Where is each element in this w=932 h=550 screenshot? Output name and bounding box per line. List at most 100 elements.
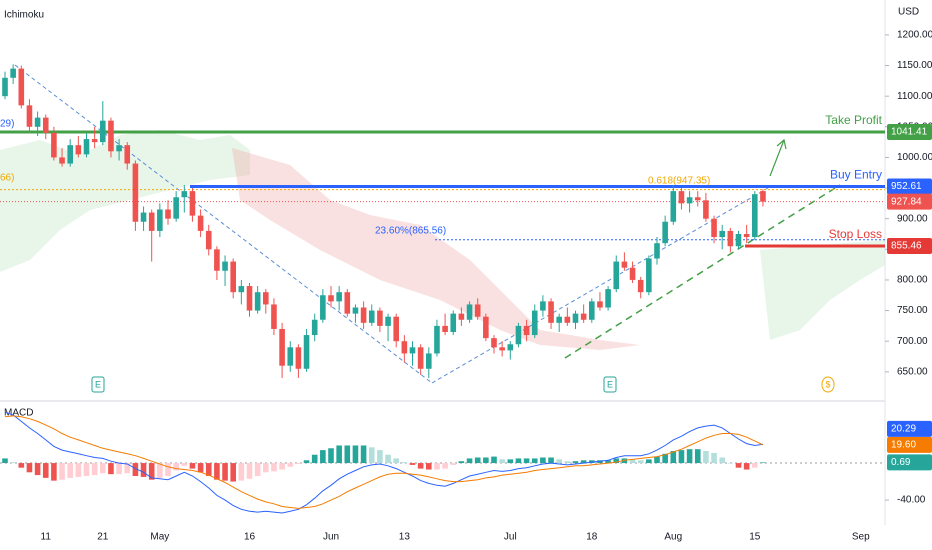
- candle-body: [83, 139, 90, 155]
- level-name: Stop Loss: [829, 227, 882, 241]
- macd-tag: 20.29: [891, 424, 916, 435]
- histogram-bar: [140, 463, 147, 477]
- histogram-bar: [132, 463, 139, 477]
- histogram-bar: [417, 463, 424, 469]
- histogram-bar: [491, 456, 497, 464]
- histogram-bar: [605, 460, 611, 464]
- candle-body: [311, 319, 318, 336]
- histogram-bar: [42, 463, 49, 478]
- x-tick-label: 11: [41, 532, 52, 543]
- signal-tag-bg: [887, 436, 932, 453]
- candle-body: [678, 191, 685, 204]
- histogram-bar: [442, 463, 448, 469]
- histogram-bar: [320, 450, 326, 464]
- level-tag: 952.61: [891, 181, 922, 192]
- candle-body: [238, 286, 245, 293]
- histogram-bar: [646, 459, 652, 464]
- level-tag: 1041.41: [891, 127, 928, 138]
- candle-body: [75, 145, 82, 155]
- histogram-bar: [686, 449, 693, 464]
- candle-body: [320, 295, 326, 320]
- histogram-bar: [116, 463, 122, 475]
- annotation: 66): [0, 173, 14, 184]
- candle-body: [686, 197, 693, 204]
- y-tick-label: 750.00: [897, 305, 928, 316]
- level-name: Buy Entry: [830, 168, 882, 182]
- candle-body: [26, 105, 33, 127]
- histogram-bar: [507, 459, 514, 464]
- level-tag-bg: [887, 124, 932, 141]
- annotation: 29): [0, 119, 14, 130]
- y-tick-label: 900.00: [897, 213, 928, 224]
- candle-body: [589, 301, 595, 320]
- histogram-bar: [238, 463, 245, 481]
- histogram-bar: [173, 463, 179, 471]
- candle-body: [303, 335, 310, 369]
- candle-body: [564, 316, 571, 323]
- candle-body: [2, 77, 8, 97]
- histogram-bar: [483, 457, 489, 464]
- candle-body: [711, 218, 717, 238]
- candle-body: [540, 301, 546, 311]
- histogram-bar: [377, 450, 383, 464]
- candle-body: [336, 292, 342, 302]
- price-tag-bg: [887, 193, 932, 210]
- histogram-bar: [458, 461, 465, 464]
- level-tag-bg: [887, 237, 932, 254]
- cloud-red: [232, 148, 640, 350]
- candle-body: [214, 249, 220, 271]
- candle-body: [629, 267, 636, 280]
- indicator-title: MACD: [4, 408, 33, 419]
- x-tick-label: 16: [244, 532, 256, 543]
- macd-line: [4, 411, 764, 514]
- histogram-bar: [654, 456, 660, 464]
- histogram-bar: [466, 458, 473, 464]
- candle-body: [694, 197, 701, 201]
- candle-body: [271, 304, 277, 329]
- candle-body: [165, 209, 171, 219]
- histogram-tag-bg: [887, 454, 932, 471]
- histogram-bar: [246, 463, 253, 479]
- candle-body: [222, 261, 228, 271]
- candle-body: [34, 117, 41, 127]
- macd-tag-bg: [887, 420, 932, 437]
- histogram-bar: [83, 463, 90, 477]
- histogram-bar: [743, 463, 750, 470]
- histogram-bar: [34, 463, 41, 476]
- x-tick-label: 13: [399, 532, 411, 543]
- candle-body: [42, 117, 49, 133]
- y-tick-label: 800.00: [897, 275, 928, 286]
- level-name: Take Profit: [825, 113, 882, 127]
- histogram-bar: [205, 463, 212, 477]
- histogram-bar: [450, 463, 457, 465]
- candle-body: [100, 120, 106, 143]
- signal-line: [4, 415, 764, 509]
- histogram-bar: [18, 463, 25, 468]
- candle-body: [287, 347, 294, 366]
- event-icon: [821, 376, 835, 393]
- candle-body: [401, 341, 408, 354]
- price-tag: 927.84: [891, 196, 922, 207]
- x-tick-label: Aug: [664, 532, 682, 543]
- histogram-bar: [727, 463, 734, 464]
- histogram-tag: 0.69: [891, 457, 911, 468]
- candle-body: [352, 307, 359, 314]
- candle-body: [360, 307, 367, 323]
- candle-body: [148, 212, 155, 231]
- histogram-bar: [51, 463, 57, 481]
- histogram-bar: [368, 447, 375, 464]
- candle-body: [279, 328, 285, 366]
- candle-body: [474, 304, 481, 317]
- event-icon: [91, 376, 105, 393]
- histogram-bar: [165, 463, 171, 477]
- histogram-bar: [124, 463, 131, 474]
- candle-body: [499, 347, 505, 351]
- candle-body: [189, 191, 196, 216]
- y-tick-label: 700.00: [897, 336, 928, 347]
- x-tick-label: 18: [586, 532, 598, 543]
- level-tag-bg: [887, 178, 932, 195]
- histogram-bar: [271, 463, 277, 472]
- candle-body: [613, 261, 620, 290]
- histogram-bar: [760, 462, 766, 464]
- candle-body: [572, 313, 579, 323]
